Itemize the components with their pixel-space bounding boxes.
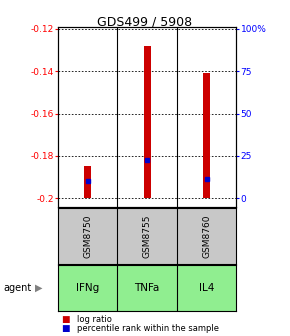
Text: percentile rank within the sample: percentile rank within the sample <box>77 324 219 333</box>
Text: GSM8760: GSM8760 <box>202 214 211 258</box>
Text: GSM8755: GSM8755 <box>143 214 152 258</box>
Text: GSM8750: GSM8750 <box>83 214 92 258</box>
Text: agent: agent <box>3 283 31 293</box>
Text: TNFa: TNFa <box>135 283 160 293</box>
Text: ▶: ▶ <box>35 283 43 293</box>
Text: IFNg: IFNg <box>76 283 99 293</box>
Bar <box>203 73 210 198</box>
Bar <box>84 166 91 198</box>
Text: ■: ■ <box>61 316 69 324</box>
Text: GDS499 / 5908: GDS499 / 5908 <box>97 15 193 28</box>
Text: IL4: IL4 <box>199 283 214 293</box>
Text: ■: ■ <box>61 324 69 333</box>
Bar <box>144 46 151 198</box>
Text: log ratio: log ratio <box>77 316 112 324</box>
